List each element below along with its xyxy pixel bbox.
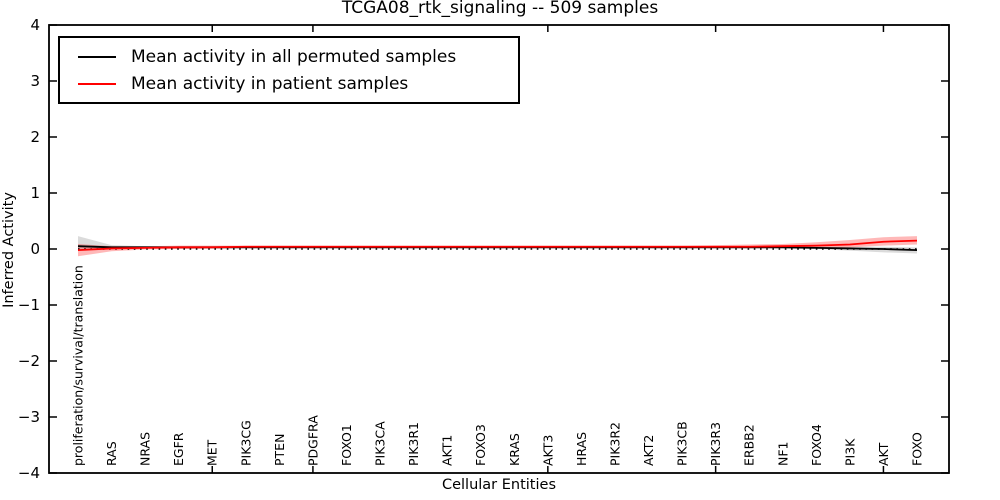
x-category-label: PDGFRA xyxy=(305,415,320,466)
x-category-label: proliferation/survival/translation xyxy=(71,265,86,466)
series-line-1 xyxy=(77,239,918,252)
x-category-label: AKT xyxy=(876,442,891,466)
x-category-label: AKT2 xyxy=(641,435,656,466)
x-category-label: PIK3R1 xyxy=(406,422,421,466)
x-category-label: HRAS xyxy=(574,432,589,466)
x-category-label: NRAS xyxy=(138,432,153,466)
legend-item-permuted: Mean activity in all permuted samples xyxy=(68,43,510,70)
y-tick-label: −1 xyxy=(18,296,40,314)
x-category-label: PTEN xyxy=(272,434,287,466)
x-category-label: FOXO1 xyxy=(339,424,354,466)
x-category-label: NF1 xyxy=(775,442,790,467)
y-tick-label: −3 xyxy=(18,408,40,426)
y-tick-label: 3 xyxy=(30,72,40,90)
y-tick-label: 2 xyxy=(30,128,40,146)
x-category-label: FOXO3 xyxy=(473,424,488,466)
y-tick-label: −2 xyxy=(18,352,40,370)
x-category-label: EGFR xyxy=(171,432,186,466)
x-category-label: PIK3R3 xyxy=(708,422,723,466)
x-category-label: MET xyxy=(205,439,220,466)
x-axis-label: Cellular Entities xyxy=(441,477,557,493)
x-category-label: ERBB2 xyxy=(742,424,757,466)
legend-line-sample-patient xyxy=(78,82,116,85)
x-category-label: AKT3 xyxy=(540,435,555,466)
x-category-label: PIK3CA xyxy=(373,421,388,466)
y-tick-label: −4 xyxy=(18,464,40,482)
x-category-label: PI3K xyxy=(842,438,857,466)
legend-label-patient: Mean activity in patient samples xyxy=(131,73,409,94)
chart-title: TCGA08_rtk_signaling -- 509 samples xyxy=(341,0,659,18)
legend-line-sample-permuted xyxy=(78,55,116,58)
y-tick-label: 1 xyxy=(30,184,40,202)
legend-box: Mean activity in all permuted samples Me… xyxy=(58,36,520,104)
y-tick-label: 4 xyxy=(30,16,40,34)
y-tick-label: 0 xyxy=(30,240,40,258)
legend-label-permuted: Mean activity in all permuted samples xyxy=(131,46,457,67)
x-category-label: PIK3CG xyxy=(238,420,253,466)
legend-item-patient: Mean activity in patient samples xyxy=(68,70,510,97)
x-category-label: PIK3CB xyxy=(675,421,690,466)
x-category-label: FOXO xyxy=(910,432,925,466)
x-category-label: KRAS xyxy=(507,433,522,466)
x-category-label: PIK3R2 xyxy=(607,422,622,466)
x-category-label: RAS xyxy=(104,441,119,466)
x-category-label: FOXO4 xyxy=(809,424,824,466)
x-category-label: AKT1 xyxy=(440,435,455,466)
